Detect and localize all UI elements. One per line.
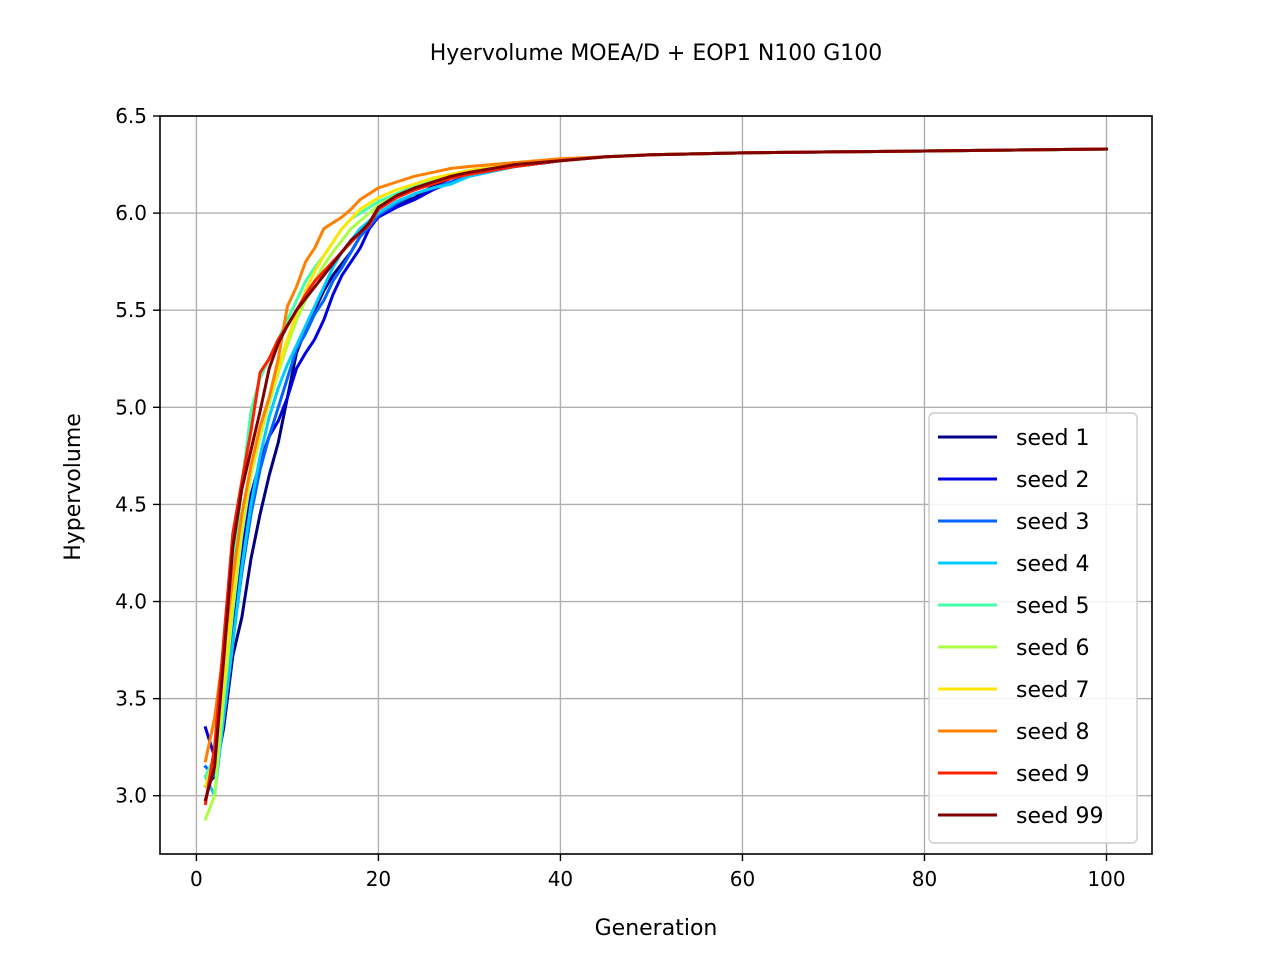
- y-tick-label: 6.0: [115, 201, 147, 225]
- legend-label: seed 9: [1016, 762, 1090, 787]
- x-tick-label: 60: [730, 867, 755, 891]
- legend-label: seed 2: [1016, 468, 1090, 493]
- y-tick-label: 5.5: [115, 298, 147, 322]
- series-line-seed-99: [203, 147, 1109, 802]
- legend: seed 1 seed 2 seed 3 seed 4 seed 5 seed 6 seed…: [928, 412, 1138, 844]
- legend-label: seed 4: [1016, 552, 1090, 577]
- legend-label: seed 6: [1016, 636, 1090, 661]
- x-tick-label: 100: [1087, 867, 1125, 891]
- axis-ticks: 0 20 40 60 80 100 3.0 3.5 4.0 4.5 5.0 5.5 6.0 6.5: [115, 104, 1125, 891]
- y-tick-label: 4.0: [115, 590, 147, 614]
- legend-label: seed 1: [1016, 426, 1090, 451]
- x-tick-label: 40: [548, 867, 573, 891]
- legend-label: seed 99: [1016, 804, 1103, 829]
- legend-label: seed 3: [1016, 510, 1090, 535]
- x-tick-label: 80: [912, 867, 937, 891]
- x-axis-label: Generation: [595, 916, 718, 941]
- legend-label: seed 5: [1016, 594, 1090, 619]
- chart-title: Hyervolume MOEA/D + EOP1 N100 G100: [430, 41, 883, 66]
- y-tick-label: 6.5: [115, 104, 147, 128]
- x-tick-label: 20: [366, 867, 391, 891]
- y-tick-label: 5.0: [115, 395, 147, 419]
- y-tick-label: 3.5: [115, 687, 147, 711]
- y-tick-label: 4.5: [115, 492, 147, 516]
- legend-label: seed 7: [1016, 678, 1090, 703]
- x-tick-label: 0: [190, 867, 203, 891]
- legend-label: seed 8: [1016, 720, 1090, 745]
- y-tick-label: 3.0: [115, 784, 147, 808]
- y-axis-label: Hypervolume: [61, 413, 86, 561]
- series-lines: [203, 147, 1109, 821]
- plot-frame: [159, 115, 1153, 855]
